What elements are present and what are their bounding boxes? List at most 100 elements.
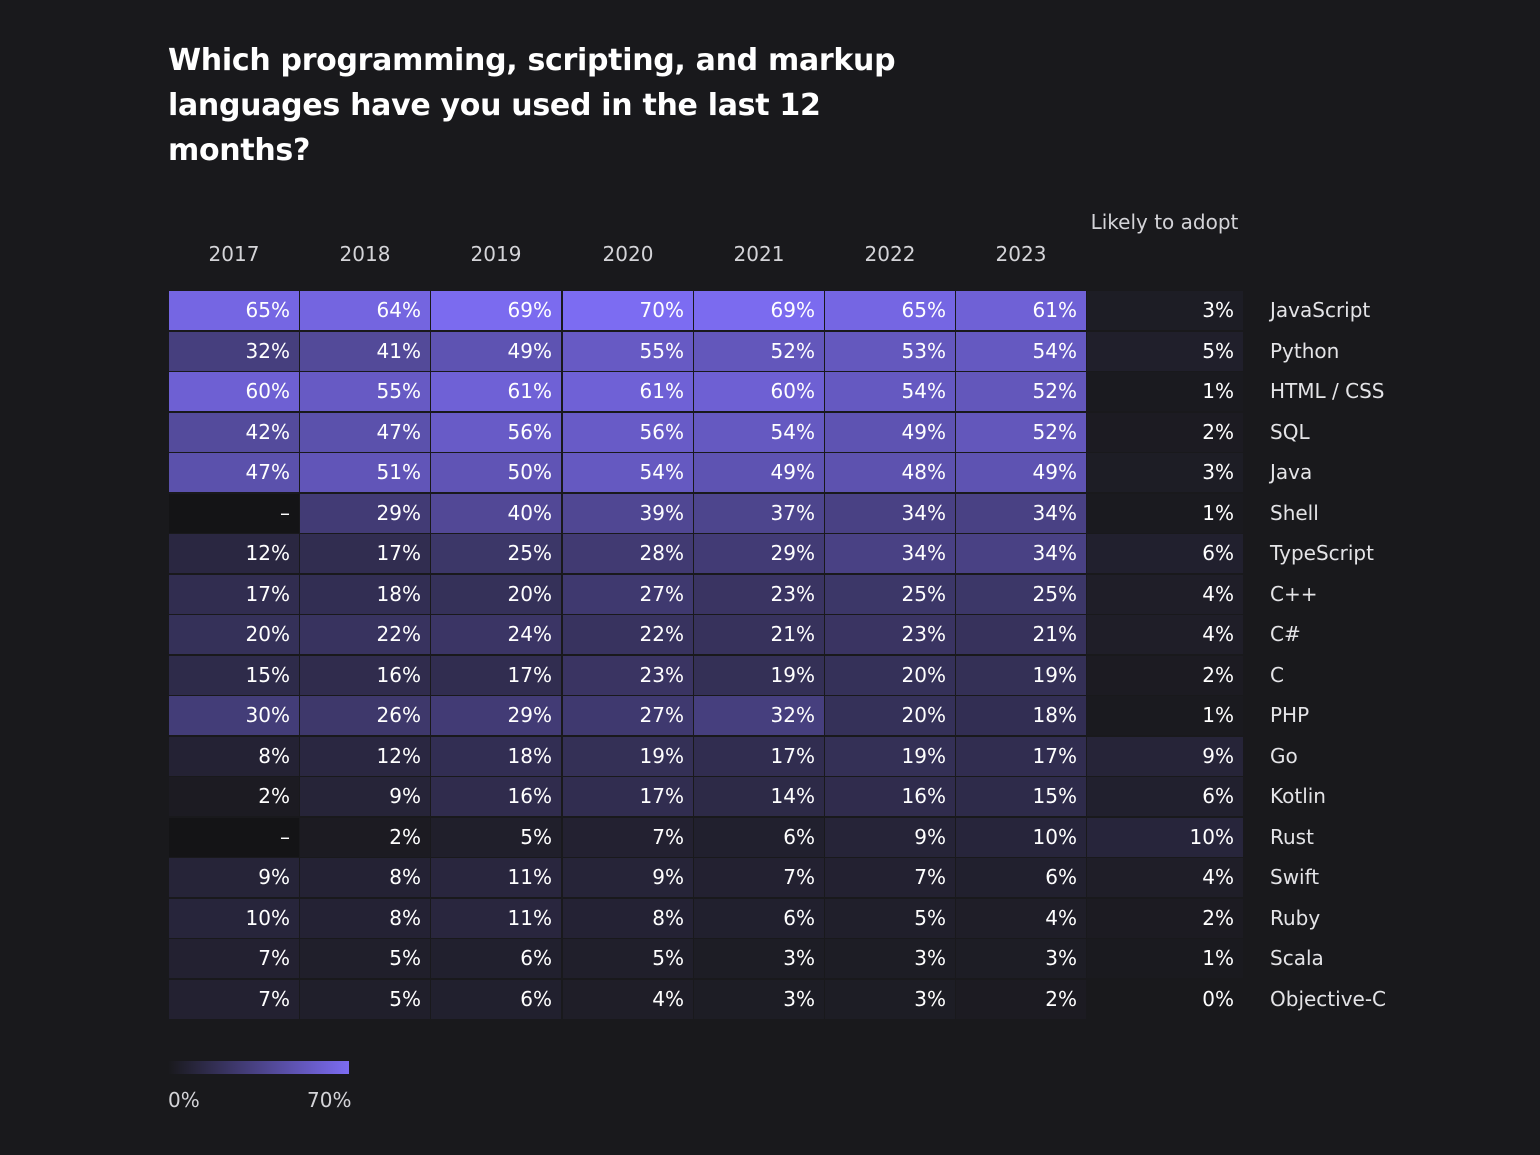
heatmap-cell: 5% (300, 939, 430, 978)
heatmap-cell: 53% (825, 331, 955, 371)
heatmap-cell: 34% (956, 493, 1086, 533)
heatmap-cell: 60% (694, 372, 824, 411)
heatmap-cell: 54% (694, 412, 824, 452)
color-scale-bar (168, 1061, 349, 1074)
heatmap-cell: 8% (169, 736, 299, 776)
heatmap-cell: 3% (825, 979, 955, 1019)
heatmap-cell: 17% (563, 777, 693, 816)
row-label: Python (1270, 338, 1340, 363)
heatmap-cell: 15% (956, 777, 1086, 816)
heatmap-cell: 69% (694, 291, 824, 330)
heatmap-cell: 18% (300, 574, 430, 614)
heatmap-cell: 7% (169, 979, 299, 1019)
heatmap-cell: 17% (431, 655, 561, 695)
heatmap-cell: 25% (431, 534, 561, 573)
heatmap-cell: 12% (169, 534, 299, 573)
column-header: 2019 (470, 242, 522, 266)
adopt-cell: 1% (1087, 696, 1243, 735)
heatmap-cell: 29% (300, 493, 430, 533)
heatmap-cell: 20% (825, 655, 955, 695)
heatmap-cell: 2% (300, 817, 430, 857)
row-label: C# (1270, 622, 1301, 646)
column-header: 2022 (864, 242, 916, 266)
heatmap-cell: 54% (825, 372, 955, 411)
heatmap-cell: 9% (300, 777, 430, 816)
adopt-cell: 2% (1087, 898, 1243, 938)
heatmap-cell: 23% (694, 574, 824, 614)
heatmap-cell: 8% (300, 898, 430, 938)
heatmap-cell: – (169, 817, 299, 857)
heatmap-cell: 22% (563, 615, 693, 654)
row-label: SQL (1270, 419, 1310, 444)
heatmap-cell: 8% (563, 898, 693, 938)
heatmap-cell: 42% (169, 412, 299, 452)
heatmap-cell: 10% (169, 898, 299, 938)
heatmap-cell: 9% (563, 858, 693, 897)
heatmap-cell: 52% (956, 412, 1086, 452)
adopt-cell: 3% (1087, 291, 1243, 330)
column-header: 2021 (733, 242, 785, 266)
adopt-cell: 3% (1087, 453, 1243, 492)
adopt-column-header: Likely to adopt (1090, 210, 1239, 234)
heatmap-cell: 3% (956, 939, 1086, 978)
chart-title: Which programming, scripting, and markup… (168, 43, 896, 168)
heatmap-cell: 3% (694, 979, 824, 1019)
heatmap-cell: 50% (431, 453, 561, 492)
heatmap-cell: 6% (431, 939, 561, 978)
heatmap-cell: 51% (300, 453, 430, 492)
heatmap-cell: 9% (169, 858, 299, 897)
heatmap-cell: 24% (431, 615, 561, 654)
heatmap-cell: 32% (169, 331, 299, 371)
adopt-cell: 2% (1087, 412, 1243, 452)
row-label: Rust (1270, 824, 1314, 849)
heatmap-cell: 16% (431, 777, 561, 816)
heatmap-cell: 8% (300, 858, 430, 897)
heatmap-cell: 32% (694, 696, 824, 735)
row-label: Kotlin (1270, 784, 1326, 808)
heatmap-cell: 10% (956, 817, 1086, 857)
heatmap-cell: 40% (431, 493, 561, 533)
heatmap-cell: 14% (694, 777, 824, 816)
heatmap-cell: 17% (956, 736, 1086, 776)
heatmap-cell: 5% (300, 979, 430, 1019)
heatmap-cell: – (169, 493, 299, 533)
heatmap-cell: 49% (956, 453, 1086, 492)
row-label: Java (1270, 460, 1313, 484)
column-header: 2023 (995, 242, 1047, 266)
adopt-cell: 9% (1087, 736, 1243, 776)
heatmap-cell: 18% (956, 696, 1086, 735)
heatmap-cell: 29% (431, 696, 561, 735)
heatmap-cell: 7% (169, 939, 299, 978)
heatmap-cell: 17% (300, 534, 430, 573)
heatmap-cell: 11% (431, 898, 561, 938)
heatmap-cell: 12% (300, 736, 430, 776)
heatmap-cell: 3% (694, 939, 824, 978)
heatmap-cell: 5% (431, 817, 561, 857)
heatmap-cell: 47% (300, 412, 430, 452)
row-label: JavaScript (1270, 298, 1371, 322)
heatmap-cell: 11% (431, 858, 561, 897)
heatmap-cell: 54% (563, 453, 693, 492)
adopt-cell: 6% (1087, 534, 1243, 573)
color-scale-max-label: 70% (307, 1088, 352, 1112)
heatmap-cell: 64% (300, 291, 430, 330)
row-label: Shell (1270, 500, 1319, 525)
heatmap-cell: 29% (694, 534, 824, 573)
heatmap-cell: 23% (563, 655, 693, 695)
heatmap-cell: 55% (563, 331, 693, 371)
adopt-cell: 2% (1087, 655, 1243, 695)
heatmap-cell: 65% (169, 291, 299, 330)
column-header: 2020 (602, 242, 654, 266)
column-header: 2018 (339, 242, 391, 266)
heatmap-cell: 60% (169, 372, 299, 411)
heatmap-cell: 25% (956, 574, 1086, 614)
heatmap-cell: 6% (694, 898, 824, 938)
adopt-cell: 0% (1087, 979, 1243, 1019)
heatmap-cell: 6% (694, 817, 824, 857)
heatmap-cell: 7% (563, 817, 693, 857)
heatmap-cell: 4% (563, 979, 693, 1019)
heatmap-cell: 21% (694, 615, 824, 654)
heatmap-cell: 19% (956, 655, 1086, 695)
heatmap-cell: 30% (169, 696, 299, 735)
heatmap-cell: 23% (825, 615, 955, 654)
